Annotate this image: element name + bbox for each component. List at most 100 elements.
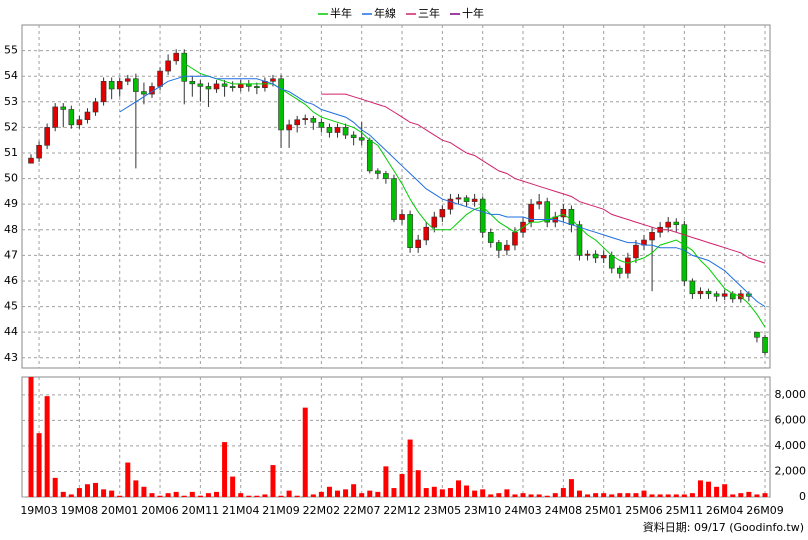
volume-bar [141,486,147,497]
volume-bar [488,494,494,497]
x-tick-label: 24M08 [545,504,583,517]
volume-bar [762,493,768,497]
x-tick-label: 20M06 [141,504,179,517]
volume-tick-label: 4,000 [775,439,807,452]
candle-body [318,121,325,128]
candle-body [334,127,341,133]
candle-body [84,111,91,121]
candle-body [689,280,696,295]
candle-body [157,70,163,87]
volume-bar [335,490,341,497]
volume-bar [689,493,695,497]
volume-bar [455,480,461,497]
volume-bar [189,491,195,497]
candle-body [221,83,228,87]
candle-body [68,109,75,126]
volume-bar [431,486,437,497]
candle-body [52,106,58,128]
candle-body [568,208,575,225]
legend-label: 年線 [374,6,396,20]
candle-body [649,232,655,241]
volume-bar [238,493,244,497]
candle-body [383,173,389,179]
volume-bar [754,494,760,497]
candle-body [592,253,599,259]
volume-bar [714,486,720,497]
y-tick-label: 50 [4,172,18,185]
volume-bar [222,442,228,497]
volume-bar [93,482,99,497]
y-tick-label: 54 [4,69,18,82]
volume-bar [593,493,599,497]
volume-bar [302,407,308,497]
volume-bar [125,462,131,497]
volume-bar [544,495,550,497]
volume-bar [480,489,486,497]
x-tick-label: 21M09 [262,504,300,517]
volume-bar [36,433,42,497]
candle-body [455,197,462,200]
volume-bar [101,489,107,497]
x-tick-label: 22M02 [303,504,341,517]
legend-label: 三年 [418,6,440,20]
volume-bar [165,493,171,497]
legend: 半年 年線 三年 十年 [318,6,484,20]
candle-body [665,221,672,228]
candle-body [407,214,413,248]
candle-body [479,198,486,233]
x-tick-label: 21M04 [222,504,260,517]
candle-body [286,124,292,131]
y-tick-label: 49 [4,197,18,210]
volume-bar [351,484,357,497]
volume-bar [262,494,268,497]
volume-bar [601,493,607,497]
candle-body [754,331,760,338]
candle-body [350,134,357,138]
candle-body [584,253,591,256]
candle-body [431,216,438,228]
volume-bar [343,489,349,497]
candle-body [189,81,196,85]
volume-bar [576,490,582,497]
ma-line [119,75,766,308]
x-tick-label: 20M11 [182,504,220,517]
volume-bar [383,466,389,497]
legend-label: 半年 [330,6,352,20]
volume-bar [318,491,324,497]
y-tick-label: 52 [4,120,18,133]
x-tick-label: 25M06 [625,504,663,517]
candle-body [399,214,405,220]
volume-bar [286,490,292,497]
legend-label: 十年 [462,6,484,20]
candle-body [173,52,179,62]
candle-body [463,197,470,202]
y-tick-label: 44 [4,325,18,338]
candle-body [447,198,454,210]
x-tick-label: 22M07 [343,504,381,517]
candle-body [439,208,446,218]
candle-body [197,83,204,87]
candle-body [100,81,107,103]
x-tick-label: 26M09 [746,504,784,517]
candle-body [28,157,34,164]
volume-bar [375,491,381,497]
volume-bar [649,494,655,497]
candle-body [205,86,212,90]
volume-bar [76,488,82,497]
volume-bar [568,479,574,497]
candle-body [681,224,688,282]
x-tick-label: 23M10 [464,504,502,517]
x-tick-label: 22M12 [383,504,421,517]
volume-bar [738,493,744,497]
volume-tick-label: 2,000 [775,464,807,477]
candle-body [310,118,317,123]
volume-bar [560,488,566,497]
x-tick-label: 25M01 [585,504,623,517]
candle-body [342,127,349,136]
candle-body [124,78,131,82]
candle-body [375,170,381,174]
volume-bar [504,489,510,497]
x-tick-label: 26M04 [706,504,744,517]
footnote: 資料日期: 09/17 (Goodinfo.tw) [643,520,804,534]
volume-bar [68,494,74,497]
